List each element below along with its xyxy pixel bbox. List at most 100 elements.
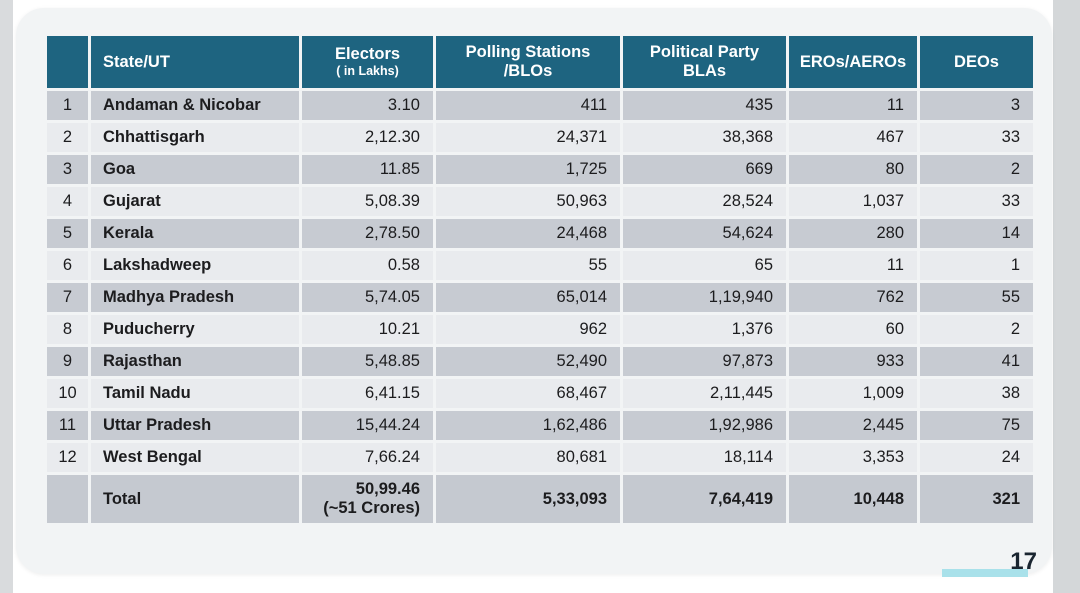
electors-cell: 10.21	[302, 315, 433, 344]
state-cell: Puducherry	[91, 315, 299, 344]
col-header-electors-label: Electors	[334, 45, 401, 64]
sno-cell: 2	[47, 123, 88, 152]
deos-cell: 55	[920, 283, 1033, 312]
deos-cell: 33	[920, 187, 1033, 216]
eros-cell: 933	[789, 347, 917, 376]
electors-cell: 7,66.24	[302, 443, 433, 472]
deos-cell: 3	[920, 91, 1033, 120]
party-blas-cell: 54,624	[623, 219, 786, 248]
polling-stations-cell: 1,725	[436, 155, 620, 184]
total-electors-value: 50,99.46	[355, 480, 420, 499]
col-header-deos: DEOs	[920, 36, 1033, 88]
state-cell: Tamil Nadu	[91, 379, 299, 408]
state-cell: Madhya Pradesh	[91, 283, 299, 312]
polling-stations-cell: 80,681	[436, 443, 620, 472]
polling-stations-cell: 411	[436, 91, 620, 120]
total-electors-cell: 50,99.46 (~51 Crores)	[302, 475, 433, 523]
party-blas-cell: 38,368	[623, 123, 786, 152]
party-blas-cell: 65	[623, 251, 786, 280]
polling-stations-cell: 65,014	[436, 283, 620, 312]
party-blas-cell: 1,376	[623, 315, 786, 344]
electoral-data-table-wrap: State/UT Electors ( in Lakhs) Polling St…	[44, 33, 1036, 526]
deos-cell: 24	[920, 443, 1033, 472]
deos-cell: 14	[920, 219, 1033, 248]
total-electors-note: (~51 Crores)	[323, 499, 420, 517]
table-row: 7 Madhya Pradesh 5,74.05 65,014 1,19,940…	[47, 283, 1033, 312]
electors-cell: 5,74.05	[302, 283, 433, 312]
eros-cell: 280	[789, 219, 917, 248]
sno-cell: 7	[47, 283, 88, 312]
total-row: Total 50,99.46 (~51 Crores) 5,33,093 7,6…	[47, 475, 1033, 523]
accent-underline-bar	[942, 569, 1028, 577]
slide-card: State/UT Electors ( in Lakhs) Polling St…	[16, 8, 1052, 574]
col-header-state: State/UT	[91, 36, 299, 88]
state-cell: Kerala	[91, 219, 299, 248]
polling-stations-cell: 24,371	[436, 123, 620, 152]
electors-cell: 2,12.30	[302, 123, 433, 152]
table-row: 10 Tamil Nadu 6,41.15 68,467 2,11,445 1,…	[47, 379, 1033, 408]
col-header-blank	[47, 36, 88, 88]
state-cell: Gujarat	[91, 187, 299, 216]
electoral-data-table: State/UT Electors ( in Lakhs) Polling St…	[44, 33, 1036, 526]
table-row: 8 Puducherry 10.21 962 1,376 60 2	[47, 315, 1033, 344]
state-cell: Chhattisgarh	[91, 123, 299, 152]
electors-cell: 15,44.24	[302, 411, 433, 440]
eros-cell: 467	[789, 123, 917, 152]
party-blas-cell: 1,19,940	[623, 283, 786, 312]
state-cell: Rajasthan	[91, 347, 299, 376]
total-blas-cell: 7,64,419	[623, 475, 786, 523]
state-cell: Goa	[91, 155, 299, 184]
deos-cell: 2	[920, 155, 1033, 184]
total-label-cell: Total	[91, 475, 299, 523]
total-deos-cell: 321	[920, 475, 1033, 523]
sno-cell: 12	[47, 443, 88, 472]
table-row: 12 West Bengal 7,66.24 80,681 18,114 3,3…	[47, 443, 1033, 472]
col-header-polling-line1: Polling Stations	[465, 43, 591, 62]
electors-cell: 5,48.85	[302, 347, 433, 376]
eros-cell: 3,353	[789, 443, 917, 472]
polling-stations-cell: 24,468	[436, 219, 620, 248]
party-blas-cell: 1,92,986	[623, 411, 786, 440]
state-cell: Andaman & Nicobar	[91, 91, 299, 120]
party-blas-cell: 2,11,445	[623, 379, 786, 408]
table-row: 5 Kerala 2,78.50 24,468 54,624 280 14	[47, 219, 1033, 248]
electors-cell: 5,08.39	[302, 187, 433, 216]
col-header-party-line1: Political Party	[649, 43, 760, 62]
sno-cell: 1	[47, 91, 88, 120]
table-row: 6 Lakshadweep 0.58 55 65 11 1	[47, 251, 1033, 280]
col-header-electors: Electors ( in Lakhs)	[302, 36, 433, 88]
table-row: 1 Andaman & Nicobar 3.10 411 435 11 3	[47, 91, 1033, 120]
eros-cell: 1,037	[789, 187, 917, 216]
eros-cell: 11	[789, 251, 917, 280]
sno-cell	[47, 475, 88, 523]
eros-cell: 2,445	[789, 411, 917, 440]
sno-cell: 6	[47, 251, 88, 280]
sno-cell: 9	[47, 347, 88, 376]
col-header-electors-sub: ( in Lakhs)	[336, 64, 399, 79]
right-edge-strip	[1053, 0, 1080, 593]
deos-cell: 2	[920, 315, 1033, 344]
deos-cell: 38	[920, 379, 1033, 408]
col-header-party-line2: BLAs	[682, 62, 727, 80]
col-header-polling-line2: /BLOs	[503, 62, 553, 80]
page-number: 17	[1010, 548, 1037, 575]
electors-cell: 2,78.50	[302, 219, 433, 248]
polling-stations-cell: 1,62,486	[436, 411, 620, 440]
sno-cell: 4	[47, 187, 88, 216]
total-polling-cell: 5,33,093	[436, 475, 620, 523]
sno-cell: 5	[47, 219, 88, 248]
deos-cell: 1	[920, 251, 1033, 280]
party-blas-cell: 18,114	[623, 443, 786, 472]
polling-stations-cell: 962	[436, 315, 620, 344]
party-blas-cell: 28,524	[623, 187, 786, 216]
deos-cell: 33	[920, 123, 1033, 152]
state-cell: West Bengal	[91, 443, 299, 472]
electors-cell: 6,41.15	[302, 379, 433, 408]
eros-cell: 11	[789, 91, 917, 120]
polling-stations-cell: 55	[436, 251, 620, 280]
table-row: 2 Chhattisgarh 2,12.30 24,371 38,368 467…	[47, 123, 1033, 152]
electors-cell: 0.58	[302, 251, 433, 280]
eros-cell: 762	[789, 283, 917, 312]
table-row: 11 Uttar Pradesh 15,44.24 1,62,486 1,92,…	[47, 411, 1033, 440]
eros-cell: 60	[789, 315, 917, 344]
